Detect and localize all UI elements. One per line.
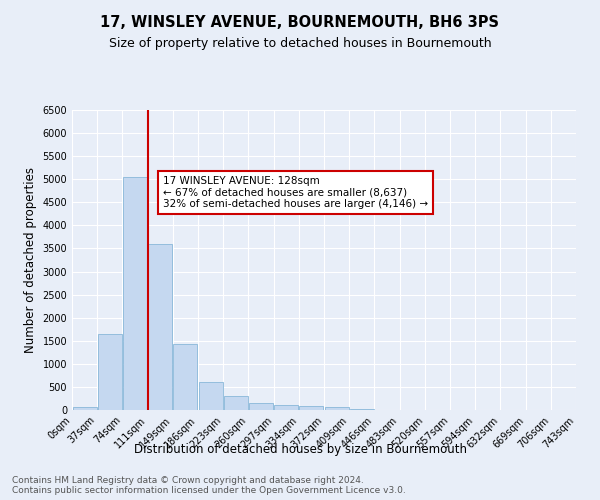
Bar (199, 382, 223, 410)
Bar (224, 396, 248, 410)
Bar (325, 408, 349, 410)
Text: Size of property relative to detached houses in Bournemouth: Size of property relative to detached ho… (109, 38, 491, 51)
Bar (299, 406, 323, 410)
Text: 17, WINSLEY AVENUE, BOURNEMOUTH, BH6 3PS: 17, WINSLEY AVENUE, BOURNEMOUTH, BH6 3PS (101, 15, 499, 30)
Text: 17 WINSLEY AVENUE: 128sqm
← 67% of detached houses are smaller (8,637)
32% of se: 17 WINSLEY AVENUE: 128sqm ← 67% of detac… (163, 176, 428, 209)
Y-axis label: Number of detached properties: Number of detached properties (24, 167, 37, 353)
Bar (173, 344, 197, 410)
Bar (148, 244, 172, 410)
Bar (274, 404, 298, 410)
Bar (123, 177, 147, 410)
Text: Contains HM Land Registry data © Crown copyright and database right 2024.
Contai: Contains HM Land Registry data © Crown c… (12, 476, 406, 495)
Text: Distribution of detached houses by size in Bournemouth: Distribution of detached houses by size … (133, 442, 467, 456)
Bar (249, 403, 273, 410)
Bar (98, 334, 122, 410)
Bar (73, 406, 97, 410)
Bar (350, 408, 374, 410)
